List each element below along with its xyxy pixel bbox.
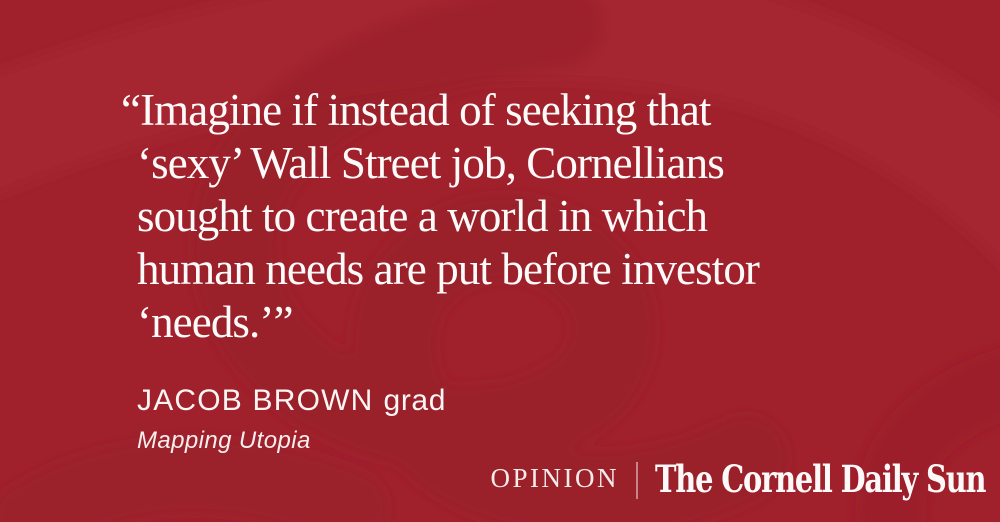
section-label: OPINION: [490, 462, 619, 493]
attribution: JACOB BROWN grad Mapping Utopia: [137, 384, 446, 455]
quote-line: human needs are put before investor: [137, 244, 760, 294]
publication-name: The Cornell Daily Sun: [655, 457, 986, 501]
author-row: JACOB BROWN grad: [137, 384, 446, 418]
quote-line: “Imagine if instead of seeking that: [121, 85, 711, 135]
footer: OPINION The Cornell Daily Sun: [490, 456, 987, 504]
quote-line: ‘sexy’ Wall Street job, Cornellians: [137, 138, 725, 188]
author-title: grad: [383, 384, 446, 417]
pull-quote: “Imagine if instead of seeking that ‘sex…: [121, 84, 917, 349]
masthead-logo: The Cornell Daily Sun: [655, 456, 986, 504]
quote-line: sought to create a world in which: [137, 191, 708, 241]
column-name: Mapping Utopia: [137, 427, 311, 454]
quote-line: ‘needs.’”: [137, 297, 293, 347]
divider: [636, 461, 638, 499]
author-name: JACOB BROWN: [137, 384, 374, 417]
